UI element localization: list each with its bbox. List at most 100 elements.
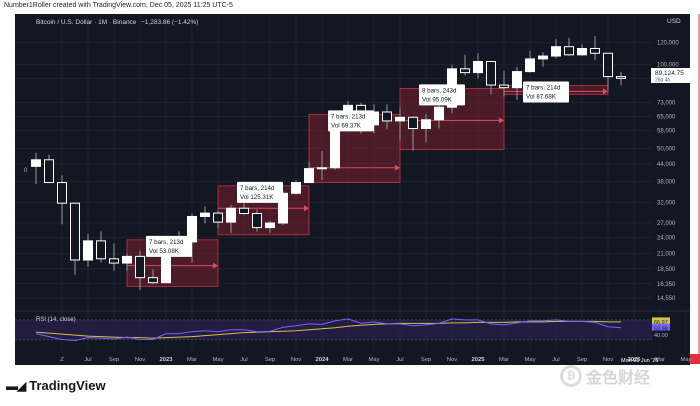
rsi-line <box>35 318 622 342</box>
candle-body <box>486 60 496 86</box>
projection-label-bars: 8 bars, 243d <box>422 87 457 94</box>
time-tick-label: Mar <box>343 357 353 363</box>
time-tick-label: Sep <box>577 357 587 363</box>
time-tick-label: Sep <box>109 357 119 363</box>
time-tick-label: Jul <box>396 357 403 363</box>
arrow-head-icon <box>499 117 504 124</box>
projection-labels: 7 bars, 213d Vol 53.08K 7 bars, 214d Vol 12… <box>146 81 569 257</box>
chart-background <box>15 14 690 365</box>
time-tick-label: Sep <box>421 357 431 363</box>
candle-body <box>590 47 600 54</box>
time-tick-label: Jul <box>84 357 91 363</box>
projection-label-bars: 7 bars, 213d <box>149 239 184 246</box>
candle-body <box>57 182 67 204</box>
time-tick-label: May <box>213 357 224 363</box>
candle-body <box>408 116 418 130</box>
time-tick-label: Nov <box>447 357 457 363</box>
time-tick-label: Nov <box>603 357 613 363</box>
currency-label: USD <box>667 18 681 25</box>
candle-body <box>135 255 145 279</box>
candle-body <box>239 207 249 215</box>
price-tick-label: 50,000 <box>657 146 676 152</box>
projection-label-bars: 7 bars, 214d <box>240 185 275 192</box>
time-tick-label: 2025 <box>472 357 486 363</box>
candle-body <box>83 240 93 261</box>
arrow-head-icon <box>304 205 309 212</box>
projection-label-bars: 7 bars, 214d <box>526 84 561 91</box>
candle-body <box>551 46 561 57</box>
candle-body <box>109 258 119 264</box>
tradingview-mark-icon: ▬◢ <box>6 378 26 393</box>
candle-body <box>421 119 431 130</box>
price-axis[interactable]: 120,000 100,000 73,000 65,000 58,000 50,000 44… <box>652 14 700 364</box>
time-tick-label: Nov <box>135 357 145 363</box>
last-price-tag <box>651 68 690 83</box>
projection-label-card <box>523 81 569 103</box>
projection-boxes <box>126 85 609 287</box>
candle-body <box>473 60 483 74</box>
price-tick-label: 100,000 <box>657 62 679 68</box>
candle-body <box>70 202 80 261</box>
time-tick-label: Jul <box>240 357 247 363</box>
arrow-head-icon <box>213 262 218 269</box>
price-tick-label: 65,000 <box>657 115 676 121</box>
candle-body <box>304 168 314 184</box>
projection-label-card <box>237 181 283 203</box>
candle-body <box>291 182 301 194</box>
time-tick-label: 2023 <box>160 357 174 363</box>
price-tick-label: 18,500 <box>657 267 676 273</box>
rsi-value-tag <box>652 330 670 339</box>
time-axis-background <box>15 352 690 365</box>
rsi-value-label: 53.98 <box>654 326 668 332</box>
time-tick-label: May <box>525 357 536 363</box>
time-tick-label: Mar <box>499 357 509 363</box>
candle-body <box>200 212 210 217</box>
watermark: ₿ 金色财经 <box>560 364 650 388</box>
rsi-value-label: 66.97 <box>654 320 668 326</box>
price-axis-background <box>652 14 690 309</box>
time-tick-label: May <box>681 357 692 363</box>
candle-body <box>395 116 405 122</box>
time-tick-label: 2026 <box>628 357 642 363</box>
rsi-value-tag <box>652 323 670 332</box>
candle-body <box>512 71 522 89</box>
arrow-head-icon <box>395 164 400 171</box>
candle-body <box>213 212 223 223</box>
candle-body <box>538 55 548 60</box>
price-tick-label: 21,000 <box>657 251 676 257</box>
candle-body <box>226 207 236 223</box>
time-tick-label: Sep <box>265 357 275 363</box>
rsi-value-label: 40.00 <box>654 333 668 339</box>
tradingview-logo: ▬◢ TradingView <box>6 378 106 393</box>
candle-body <box>96 240 106 260</box>
projection-label-bars: 7 bars, 213d <box>331 113 366 120</box>
price-tick-label: 16,350 <box>657 282 676 288</box>
projection-label-volume: Vol 95.09K <box>422 96 453 103</box>
projection-label-volume: Vol 69.37K <box>331 122 362 129</box>
time-tick-label: May <box>369 357 380 363</box>
time-tick-label: Mar <box>187 357 197 363</box>
projection-label-card <box>146 235 192 257</box>
candle-body <box>252 213 262 229</box>
candle-body <box>460 68 470 74</box>
snapshot-credit: Number1Roller created with TradingView.c… <box>4 2 233 9</box>
time-tick-label: Z <box>60 357 64 363</box>
rsi-band <box>15 319 652 340</box>
price-tick-label: 27,000 <box>657 221 676 227</box>
candle-body <box>44 159 54 184</box>
candle-body <box>525 58 535 73</box>
candle-body <box>148 277 158 284</box>
rsi-value-tag <box>652 317 670 326</box>
left-scale-label: 0 <box>24 168 28 174</box>
price-tick-label: 58,000 <box>657 128 676 134</box>
projection-label-card <box>328 110 374 132</box>
price-tick-label: 38,000 <box>657 180 676 186</box>
candle-body <box>382 111 392 122</box>
brand-name: TradingView <box>29 378 106 393</box>
bar-countdown: 26d 4h <box>655 78 671 84</box>
time-axis[interactable]: Z Jul Sep Nov 2023 Mar May Jul Sep Nov 2024 Mar May J… <box>15 352 692 365</box>
